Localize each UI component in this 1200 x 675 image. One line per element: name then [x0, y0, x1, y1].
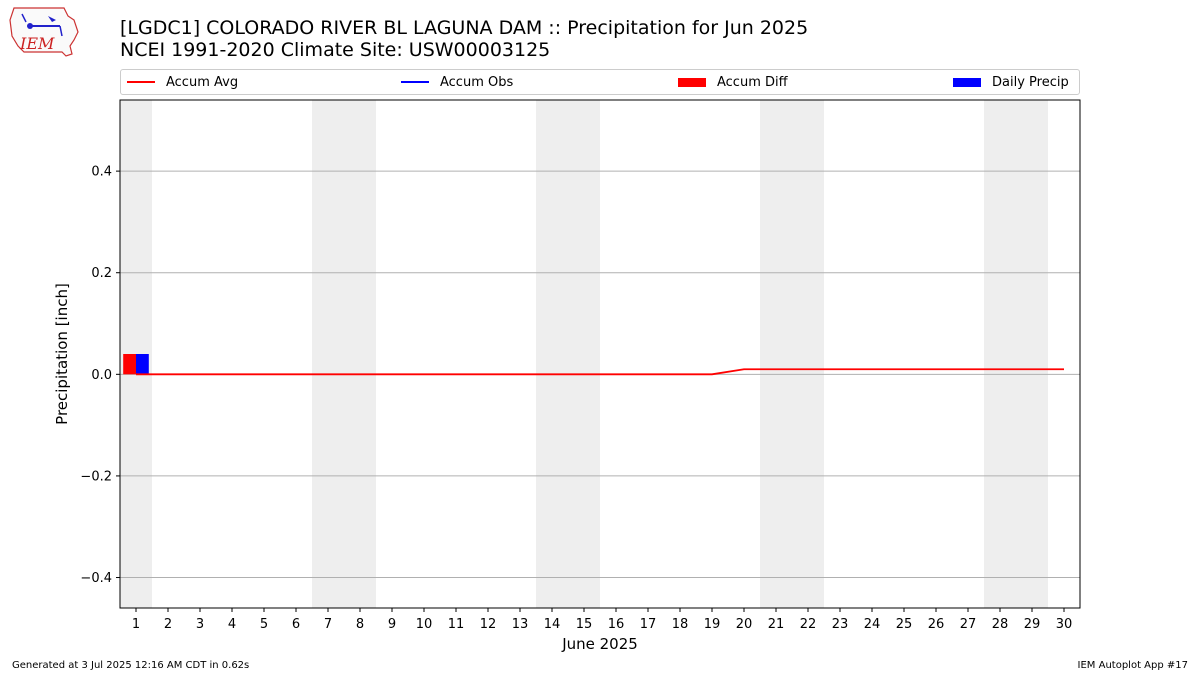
legend: Accum Avg Accum Obs Accum Diff Daily Pre…	[120, 69, 1080, 95]
legend-item-accum-diff: Accum Diff	[678, 70, 788, 94]
x-tick-label-6: 6	[292, 617, 300, 632]
x-tick-label-11: 11	[448, 617, 465, 632]
x-tick-label-9: 9	[388, 617, 396, 632]
bar-daily-precip-day-1	[136, 354, 149, 375]
legend-label-accum-avg: Accum Avg	[166, 74, 239, 90]
x-tick-label-28: 28	[992, 617, 1009, 632]
x-tick-label-5: 5	[260, 617, 268, 632]
x-tick-label-8: 8	[356, 617, 364, 632]
y-axis-label: Precipitation [inch]	[53, 283, 71, 425]
x-tick-label-20: 20	[736, 617, 753, 632]
legend-label-daily-precip: Daily Precip	[992, 74, 1069, 90]
x-tick-label-14: 14	[544, 617, 561, 632]
bars	[123, 354, 149, 375]
y-tick-label-0: −0.4	[80, 571, 112, 586]
x-axis-ticks: 1 2 3 4 5 6 7 8 9 10 11 12 13 14 15 16 17 18 19 20 21 22 23 24 2…	[132, 608, 1072, 632]
legend-label-accum-diff: Accum Diff	[717, 74, 788, 90]
x-tick-label-15: 15	[576, 617, 593, 632]
x-tick-label-22: 22	[800, 617, 817, 632]
weekend-shade-day-28	[984, 100, 1016, 608]
legend-swatch-accum-avg	[127, 81, 155, 83]
y-tick-label-3: 0.2	[91, 266, 112, 281]
x-tick-label-30: 30	[1056, 617, 1073, 632]
y-tick-label-4: 0.4	[91, 165, 112, 180]
x-tick-label-29: 29	[1024, 617, 1041, 632]
app-credit: IEM Autoplot App #17	[1077, 660, 1188, 671]
legend-swatch-accum-diff	[678, 77, 706, 87]
legend-swatch-accum-obs	[401, 81, 429, 83]
x-tick-label-23: 23	[832, 617, 849, 632]
x-tick-label-26: 26	[928, 617, 945, 632]
weekend-shade-day-21	[760, 100, 792, 608]
legend-item-daily-precip: Daily Precip	[953, 70, 1069, 94]
bar-accum-diff-day-1	[123, 354, 136, 375]
weekend-shade-day-7	[312, 100, 344, 608]
gridlines	[120, 170, 1080, 579]
line-accum-avg	[136, 368, 1064, 376]
chart-title: [LGDC1] COLORADO RIVER BL LAGUNA DAM :: …	[120, 17, 809, 39]
x-tick-label-25: 25	[896, 617, 913, 632]
weekend-shading	[120, 100, 1048, 608]
legend-item-accum-avg: Accum Avg	[127, 70, 238, 94]
plot-frame	[119, 99, 1081, 609]
x-tick-label-19: 19	[704, 617, 721, 632]
x-tick-label-16: 16	[608, 617, 625, 632]
legend-item-accum-obs: Accum Obs	[401, 70, 513, 94]
legend-swatch-daily-precip	[953, 77, 981, 87]
x-tick-label-18: 18	[672, 617, 689, 632]
x-tick-label-12: 12	[480, 617, 497, 632]
x-tick-label-7: 7	[324, 617, 332, 632]
x-tick-label-24: 24	[864, 617, 881, 632]
weekend-shade-day-29	[1016, 100, 1048, 608]
generated-timestamp: Generated at 3 Jul 2025 12:16 AM CDT in …	[12, 660, 250, 671]
x-tick-label-2: 2	[164, 617, 172, 632]
lines	[136, 368, 1064, 376]
x-tick-label-17: 17	[640, 617, 657, 632]
x-tick-label-13: 13	[512, 617, 529, 632]
x-tick-label-27: 27	[960, 617, 977, 632]
x-axis-label: June 2025	[561, 635, 638, 653]
iem-logo: IEM	[8, 6, 80, 58]
x-tick-label-1: 1	[132, 617, 140, 632]
y-axis-ticks: −0.4 −0.2 0.0 0.2 0.4	[80, 165, 120, 586]
y-tick-label-2: 0.0	[91, 368, 112, 383]
legend-label-accum-obs: Accum Obs	[440, 74, 514, 90]
x-tick-label-4: 4	[228, 617, 236, 632]
logo-text: IEM	[20, 34, 55, 53]
x-tick-label-10: 10	[416, 617, 433, 632]
weekend-shade-day-8	[344, 100, 376, 608]
y-tick-label-1: −0.2	[80, 469, 112, 484]
weekend-shade-day-15	[568, 100, 600, 608]
weekend-shade-day-14	[536, 100, 568, 608]
x-tick-label-21: 21	[768, 617, 785, 632]
x-tick-label-3: 3	[196, 617, 204, 632]
weekend-shade-day-22	[792, 100, 824, 608]
chart-subtitle: NCEI 1991-2020 Climate Site: USW00003125	[120, 39, 551, 61]
